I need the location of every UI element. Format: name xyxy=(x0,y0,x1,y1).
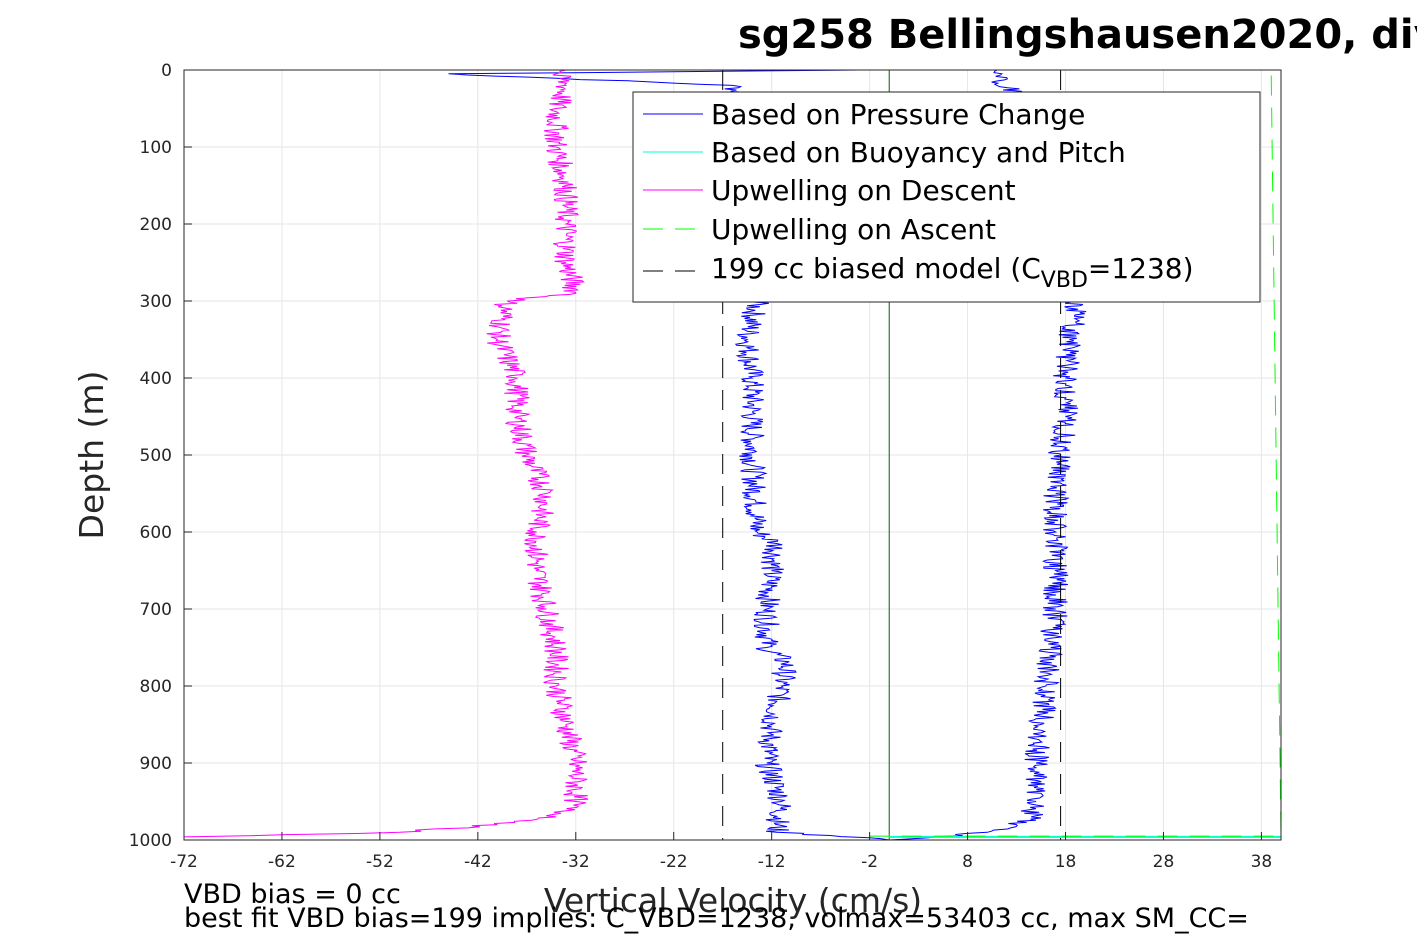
chart-title: sg258 Bellingshausen2020, dive 11 starte… xyxy=(738,12,1417,58)
y-tick-label: 200 xyxy=(140,215,172,235)
y-tick-label: 500 xyxy=(140,446,172,466)
series-line-3 xyxy=(184,70,589,838)
x-tick-label: -62 xyxy=(268,852,296,872)
x-tick-label: 38 xyxy=(1251,852,1273,872)
y-tick-label: 0 xyxy=(161,61,172,81)
y-tick-label: 800 xyxy=(140,677,172,697)
y-tick-label: 600 xyxy=(140,523,172,543)
x-tick-label: -32 xyxy=(562,852,590,872)
legend-label-buoyancy: Based on Buoyancy and Pitch xyxy=(711,136,1126,169)
x-tick-label: -72 xyxy=(170,852,198,872)
x-tick-label: -42 xyxy=(464,852,492,872)
series-line-4 xyxy=(869,73,1281,837)
x-tick-label: 8 xyxy=(962,852,973,872)
x-tick-label: -2 xyxy=(861,852,878,872)
y-axis: 0 100 200 300 400 500 600 700 800 900 1000 xyxy=(129,61,192,851)
legend-box xyxy=(632,91,1261,303)
vbd-bias-note: VBD bias = 0 cc xyxy=(184,879,401,910)
legend: Based on Pressure Change Based on Buoyan… xyxy=(632,91,1261,303)
x-tick-label: 18 xyxy=(1055,852,1077,872)
y-tick-label: 1000 xyxy=(129,831,172,851)
x-tick-label: -52 xyxy=(366,852,394,872)
x-axis-label: Vertical Velocity (cm/s) xyxy=(544,881,922,920)
y-tick-label: 900 xyxy=(140,754,172,774)
legend-label-ascent: Upwelling on Ascent xyxy=(711,213,996,246)
y-tick-label: 400 xyxy=(140,369,172,389)
y-axis-label: Depth (m) xyxy=(72,371,111,540)
best-fit-note: best fit VBD bias=199 implies: C_VBD=123… xyxy=(184,903,1249,934)
y-tick-label: 100 xyxy=(140,138,172,158)
legend-label-descent: Upwelling on Descent xyxy=(711,174,1016,207)
legend-label-pressure: Based on Pressure Change xyxy=(711,98,1085,131)
x-tick-label: 28 xyxy=(1153,852,1175,872)
legend-label-model: 199 cc biased model (CVBD=1238) xyxy=(711,252,1194,293)
y-tick-label: 700 xyxy=(140,600,172,620)
y-tick-label: 300 xyxy=(140,292,172,312)
x-axis: -72 -62 -52 -42 -32 -22 -12 -2 8 18 28 38 xyxy=(170,832,1272,872)
x-tick-label: -22 xyxy=(660,852,688,872)
x-tick-label: -12 xyxy=(758,852,786,872)
